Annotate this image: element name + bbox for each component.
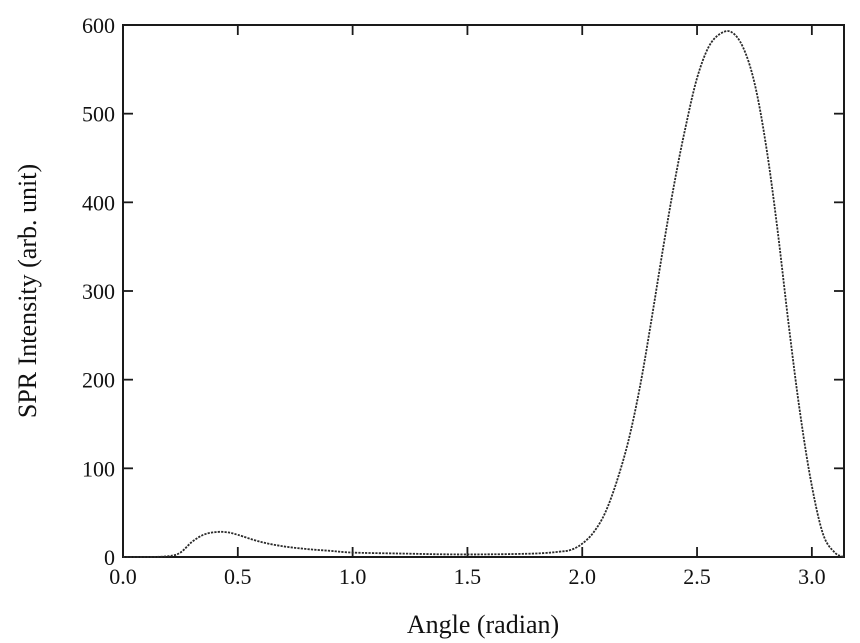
axis-ticks (122, 24, 844, 558)
x-tick-label: 2.0 (568, 564, 596, 589)
x-tick-label: 1.5 (454, 564, 482, 589)
x-tick-label: 2.5 (683, 564, 711, 589)
tick-labels: 0.0 0.5 1.0 1.5 2.0 2.5 3.0 0 100 200 300 400 500 600 (82, 13, 826, 589)
y-tick-label: 300 (82, 279, 115, 304)
plot-area-frame (122, 24, 845, 558)
y-tick-label: 0 (104, 545, 115, 570)
y-axis-title: SPR Intensity (arb. unit) (13, 164, 42, 418)
x-tick-label: 0.5 (224, 564, 252, 589)
y-tick-label: 500 (82, 102, 115, 127)
series-layer (122, 30, 845, 558)
y-tick-label: 100 (82, 456, 115, 481)
x-tick-label: 0.0 (109, 564, 137, 589)
y-tick-label: 400 (82, 190, 115, 215)
x-tick-label: 3.0 (798, 564, 826, 589)
y-tick-label: 600 (82, 13, 115, 38)
x-axis-title: Angle (radian) (407, 610, 559, 639)
spr-intensity-series-line (122, 30, 845, 558)
y-tick-label: 200 (82, 368, 115, 393)
x-tick-label: 1.0 (339, 564, 367, 589)
